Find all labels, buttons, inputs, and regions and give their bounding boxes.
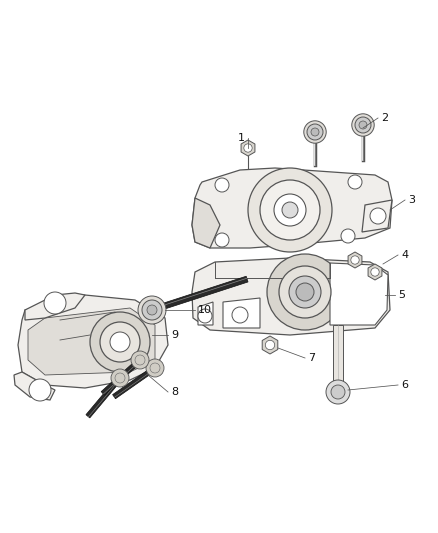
Polygon shape — [198, 302, 213, 325]
Polygon shape — [18, 295, 168, 388]
Circle shape — [146, 359, 164, 377]
Polygon shape — [241, 140, 255, 156]
Polygon shape — [28, 308, 155, 375]
Circle shape — [371, 268, 379, 276]
Polygon shape — [368, 264, 382, 280]
Polygon shape — [223, 298, 260, 328]
Circle shape — [289, 276, 321, 308]
Circle shape — [248, 168, 332, 252]
Circle shape — [260, 180, 320, 240]
Text: 8: 8 — [171, 387, 178, 397]
Circle shape — [355, 117, 371, 133]
Circle shape — [326, 380, 350, 404]
Circle shape — [215, 178, 229, 192]
Circle shape — [282, 202, 298, 218]
Circle shape — [198, 309, 212, 323]
Circle shape — [352, 114, 374, 136]
Polygon shape — [25, 293, 85, 320]
Circle shape — [331, 385, 345, 399]
Polygon shape — [86, 376, 122, 418]
Circle shape — [311, 128, 319, 136]
Polygon shape — [151, 276, 248, 313]
Circle shape — [370, 208, 386, 224]
Text: 2: 2 — [381, 113, 388, 123]
Circle shape — [29, 379, 51, 401]
Text: 5: 5 — [398, 290, 405, 300]
Text: 4: 4 — [401, 250, 408, 260]
Text: 3: 3 — [408, 195, 415, 205]
Polygon shape — [333, 325, 343, 390]
Circle shape — [307, 124, 323, 140]
Polygon shape — [348, 252, 362, 268]
Circle shape — [348, 175, 362, 189]
Polygon shape — [362, 200, 392, 232]
Circle shape — [359, 121, 367, 129]
Circle shape — [90, 312, 150, 372]
Polygon shape — [262, 336, 278, 354]
Circle shape — [111, 369, 129, 387]
Circle shape — [138, 296, 166, 324]
Circle shape — [304, 121, 326, 143]
Circle shape — [44, 292, 66, 314]
Circle shape — [279, 266, 331, 318]
Circle shape — [142, 300, 162, 320]
Circle shape — [215, 233, 229, 247]
Text: 10: 10 — [198, 305, 212, 315]
Polygon shape — [192, 168, 392, 248]
Circle shape — [267, 254, 343, 330]
Polygon shape — [101, 358, 141, 395]
Polygon shape — [113, 366, 156, 399]
Polygon shape — [192, 198, 220, 248]
Text: 6: 6 — [401, 380, 408, 390]
Polygon shape — [192, 258, 390, 335]
Circle shape — [244, 144, 252, 152]
Circle shape — [296, 283, 314, 301]
Circle shape — [341, 229, 355, 243]
Polygon shape — [14, 372, 55, 400]
Circle shape — [100, 322, 140, 362]
Polygon shape — [330, 263, 388, 325]
Text: 1: 1 — [238, 133, 245, 143]
Circle shape — [131, 351, 149, 369]
Text: 7: 7 — [308, 353, 315, 363]
Circle shape — [147, 305, 157, 315]
Circle shape — [232, 307, 248, 323]
Circle shape — [110, 332, 130, 352]
Circle shape — [274, 194, 306, 226]
Circle shape — [351, 256, 359, 264]
Text: 9: 9 — [171, 330, 178, 340]
Circle shape — [265, 340, 275, 350]
